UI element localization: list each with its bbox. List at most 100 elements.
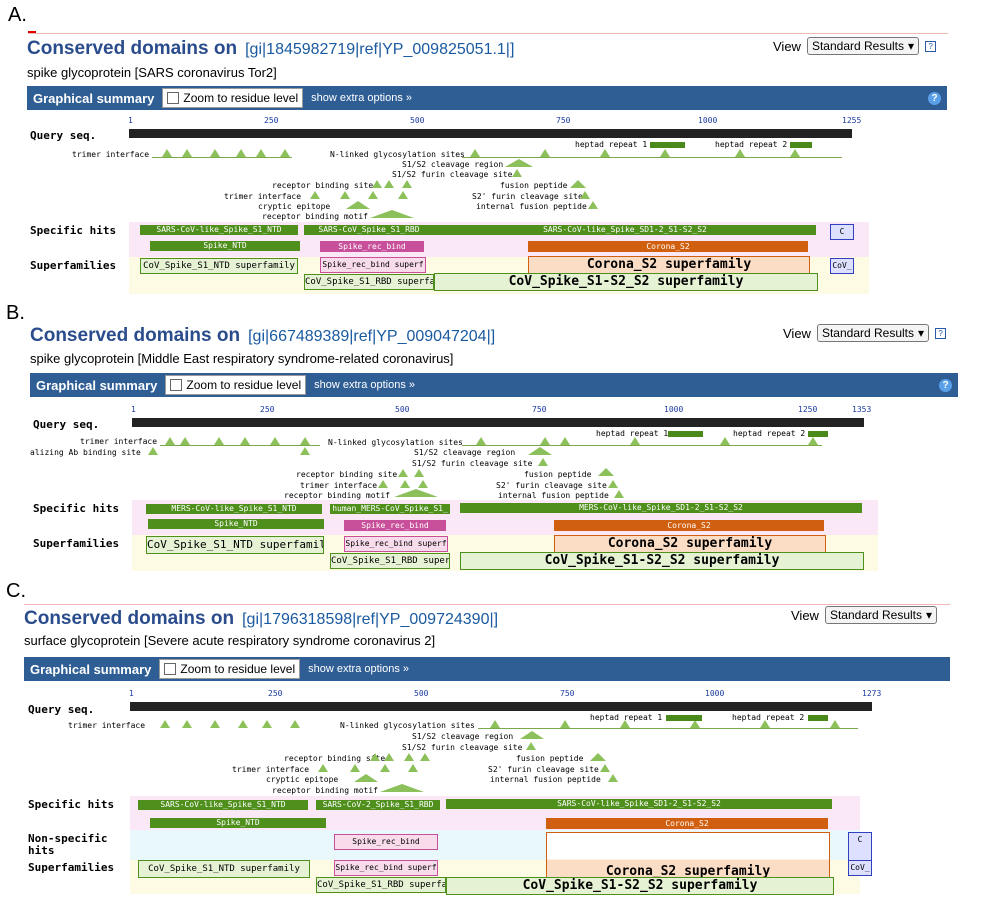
gi-link[interactable]: [gi|667489389|ref|YP_009047204|] xyxy=(248,328,496,345)
gi-link[interactable]: [gi|1845982719|ref|YP_009825051.1|] xyxy=(245,41,515,58)
tick-1250: 1250 xyxy=(798,405,818,414)
feature-label: trimer interface xyxy=(68,721,146,730)
feature-site xyxy=(210,720,220,728)
feature-site xyxy=(588,201,598,209)
feature-label: receptor binding motif xyxy=(262,212,368,221)
page-title: Conserved domains on [gi|667489389|ref|YP… xyxy=(30,325,496,346)
tick-1000: 1000 xyxy=(664,405,684,414)
zoom-checkbox[interactable]: Zoom to residue level xyxy=(159,659,301,679)
view-label: View xyxy=(773,38,801,54)
hit-rbd[interactable]: human_MERS-CoV_Spike_S1_ xyxy=(330,504,450,514)
hit-rbd[interactable]: SARS-CoV_Spike_S1_RBD xyxy=(304,225,434,235)
superfamily-s2[interactable]: CoV_Spike_S1-S2_S2 superfamily xyxy=(434,273,818,291)
hit-corona-s2[interactable]: Corona_S2 xyxy=(554,520,824,531)
superfamilies-label: Superfamilies xyxy=(33,537,120,550)
help-icon[interactable]: ? xyxy=(925,40,937,52)
superfamily-ntd[interactable]: CoV_Spike_S1_NTD superfamily xyxy=(146,536,324,554)
hit-ntd[interactable]: SARS-CoV-like_Spike_S1_NTD xyxy=(138,800,308,810)
superfamily-rec-bind[interactable]: Spike_rec_bind superf xyxy=(320,257,426,273)
superfamily-corona-s2[interactable]: Corona_S2 superfamily xyxy=(546,832,830,879)
hit-c[interactable]: C xyxy=(830,224,854,240)
feature-site xyxy=(398,191,408,199)
hit-rec-bind[interactable]: Spike_rec_bind xyxy=(344,520,446,531)
hit-corona-s2[interactable]: Corona_S2 xyxy=(528,241,808,252)
hit-sd[interactable]: SARS-CoV-like_Spike_SD1-2_S1-S2_S2 xyxy=(434,225,816,235)
hit-rbd[interactable]: SARS-CoV-2_Spike_S1_RBD xyxy=(316,800,440,810)
feature-site xyxy=(378,480,388,488)
hit-rec-bind[interactable]: Spike_rec_bind xyxy=(334,834,438,850)
superfamily-corona-s2[interactable]: Corona_S2 superfamily xyxy=(554,535,826,553)
feature-label: receptor binding site xyxy=(296,470,398,479)
feature-site xyxy=(394,489,438,497)
hit-ntd-domain[interactable]: Spike_NTD xyxy=(148,519,324,529)
feature-site xyxy=(598,468,614,476)
feature-site xyxy=(214,437,224,445)
zoom-checkbox[interactable]: Zoom to residue level xyxy=(162,88,304,108)
hit-ntd-domain[interactable]: Spike_NTD xyxy=(150,241,300,251)
feature-site xyxy=(354,774,378,782)
gi-link[interactable]: [gi|1796318598|ref|YP_009724390|] xyxy=(242,611,499,628)
view-select[interactable]: Standard Results ▾ xyxy=(824,606,938,624)
hit-ntd-domain[interactable]: Spike_NTD xyxy=(150,818,326,828)
superfamily-s2[interactable]: CoV_Spike_S1-S2_S2 superfamily xyxy=(460,552,864,570)
feature-site xyxy=(630,437,640,445)
tick-1: 1 xyxy=(131,405,136,414)
view-select[interactable]: Standard Results ▾ xyxy=(816,324,930,342)
superfamily-cov[interactable]: CoV_ xyxy=(830,258,854,274)
divider xyxy=(24,604,950,605)
feature-line xyxy=(160,445,320,446)
help-icon[interactable]: ? xyxy=(935,327,947,339)
feature-site xyxy=(660,149,670,157)
zoom-checkbox[interactable]: Zoom to residue level xyxy=(165,375,307,395)
feature-site xyxy=(236,149,246,157)
superfamily-ntd[interactable]: CoV_Spike_S1_NTD superfamily xyxy=(138,860,310,878)
extra-options-link[interactable]: show extra options » xyxy=(311,92,413,104)
tick-250: 250 xyxy=(268,689,283,698)
feature-line xyxy=(462,445,822,446)
feature-site xyxy=(512,169,522,177)
feature-label: heptad repeat 1 xyxy=(590,713,663,722)
feature-site xyxy=(528,447,552,455)
feature-site xyxy=(526,742,536,750)
extra-options-link[interactable]: show extra options » xyxy=(308,663,410,675)
superfamily-rec-bind[interactable]: Spike_rec_bind superf xyxy=(334,860,438,876)
feature-label: receptor binding site xyxy=(272,181,374,190)
superfamily-ntd[interactable]: CoV_Spike_S1_NTD superfamily xyxy=(140,258,298,274)
feature-label: N-linked glycosylation sites xyxy=(328,438,463,447)
feature-site xyxy=(318,764,328,772)
feature-site xyxy=(540,149,550,157)
hit-corona-s2[interactable]: Corona_S2 xyxy=(546,818,828,829)
hit-ntd[interactable]: MERS-CoV-like_Spike_S1_NTD xyxy=(146,504,322,514)
superfamily-s2[interactable]: CoV_Spike_S1-S2_S2 superfamily xyxy=(446,877,834,895)
hit-sd[interactable]: MERS-CoV-like_Spike_SD1-2_S1-S2_S2 xyxy=(460,503,862,513)
heptad-repeat-2-arrow xyxy=(808,715,828,721)
superfamily-corona-s2[interactable]: Corona_S2 superfamily xyxy=(528,256,810,274)
superfamily-rbd[interactable]: CoV_Spike_S1_RBD superfami xyxy=(316,877,446,893)
feature-label: N-linked glycosylation sites xyxy=(340,721,475,730)
view-label: View xyxy=(783,325,811,341)
help-icon[interactable]: ? xyxy=(928,91,941,105)
extra-options-link[interactable]: show extra options » xyxy=(314,379,416,391)
superfamily-rbd[interactable]: CoV_Spike_S1_RBD superfa xyxy=(330,553,450,569)
graphical-summary-bar: Graphical summary Zoom to residue level … xyxy=(24,657,950,681)
feature-label: heptad repeat 2 xyxy=(733,429,806,438)
superfamily-cov[interactable]: CoV_ xyxy=(848,860,872,876)
tick-250: 250 xyxy=(260,405,275,414)
hit-sd[interactable]: SARS-CoV-like_Spike_SD1-2_S1-S2_S2 xyxy=(446,799,832,809)
feature-site xyxy=(262,720,272,728)
hit-rec-bind[interactable]: Spike_rec_bind xyxy=(320,241,424,252)
superfamily-rbd[interactable]: CoV_Spike_S1_RBD superfami xyxy=(304,274,434,290)
specific-hits-label: Specific hits xyxy=(33,502,120,515)
feature-label: S2' furin cleavage site xyxy=(488,765,599,774)
hit-ntd[interactable]: SARS-CoV-like_Spike_S1_NTD xyxy=(140,225,298,235)
view-select[interactable]: Standard Results ▾ xyxy=(806,37,920,55)
feature-site xyxy=(476,437,486,445)
feature-label: internal fusion peptide xyxy=(498,491,609,500)
feature-label: alizing Ab binding site xyxy=(30,448,141,457)
help-icon[interactable]: ? xyxy=(939,378,952,392)
superfamily-rec-bind[interactable]: Spike_rec_bind superf xyxy=(344,536,448,552)
feature-label: receptor binding site xyxy=(284,754,386,763)
feature-label: fusion peptide xyxy=(500,181,568,190)
graphical-summary-bar: Graphical summary Zoom to residue level … xyxy=(27,86,947,110)
feature-label: trimer interface xyxy=(72,150,150,159)
